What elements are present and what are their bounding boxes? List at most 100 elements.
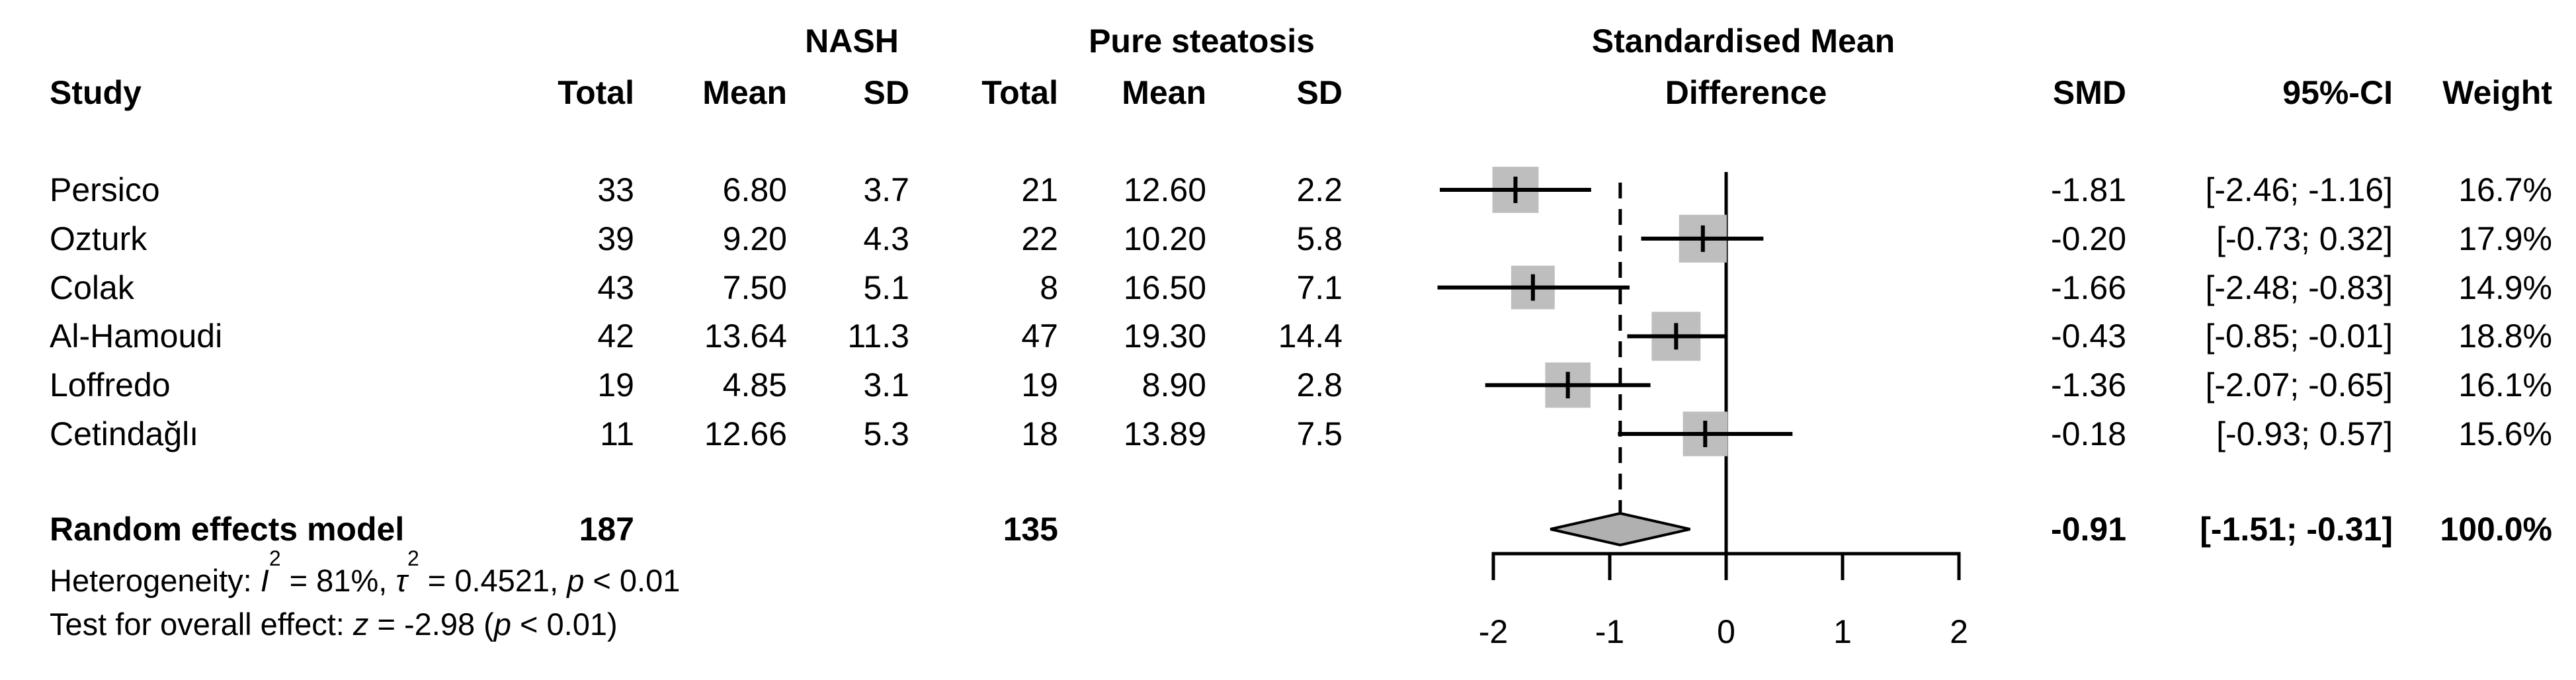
nash-total: 39	[597, 220, 634, 257]
ci-value: [-0.93; 0.57]	[2216, 415, 2393, 452]
heterogeneity-note: Heterogeneity: I2 = 81%, τ2 = 0.4521, p …	[50, 548, 681, 598]
smd-value: -0.20	[2051, 220, 2126, 257]
nash-mean: 7.50	[722, 269, 787, 306]
study-name: Loffredo	[50, 366, 171, 404]
nash-sd: 11.3	[847, 318, 909, 355]
test-seg2: < 0.01)	[511, 607, 618, 642]
nash-mean: 12.66	[704, 415, 787, 452]
x-axis-tick-label: -2	[1478, 613, 1509, 650]
x-axis-tick-label: 0	[1717, 613, 1735, 650]
smd-value: -0.18	[2051, 415, 2126, 452]
point-estimate-tick	[1700, 225, 1705, 252]
steatosis-total: 18	[1021, 415, 1058, 452]
steatosis-sd: 7.5	[1296, 415, 1343, 452]
ci-value: [-2.48; -0.83]	[2205, 269, 2393, 306]
column-header-study: Study	[50, 74, 142, 111]
column-header-steatosis-mean: Mean	[1122, 74, 1206, 111]
x-axis-tick-label: 2	[1950, 613, 1968, 650]
nash-sd: 3.7	[863, 171, 909, 208]
weight-value: 15.6%	[2458, 415, 2552, 452]
ci-value: [-0.73; 0.32]	[2216, 220, 2393, 257]
ci-value: [-0.85; -0.01]	[2205, 318, 2393, 355]
study-name: Ozturk	[50, 220, 147, 257]
steatosis-sd: 5.8	[1296, 220, 1343, 257]
weight-value: 16.7%	[2458, 171, 2552, 208]
column-header-nash-mean: Mean	[702, 74, 787, 111]
pooled-weight-value: 100.0%	[2440, 511, 2552, 548]
steatosis-mean: 10.20	[1123, 220, 1206, 257]
tau-squared-exponent: 2	[407, 546, 419, 571]
i-squared-exponent: 2	[269, 546, 281, 571]
weight-value: 14.9%	[2458, 269, 2552, 306]
test-seg1: = -2.98 (	[368, 607, 494, 642]
nash-mean: 9.20	[722, 220, 787, 257]
heterogeneity-seg2: = 0.4521,	[419, 563, 567, 598]
nash-sd: 5.3	[863, 415, 909, 452]
pooled-nash-total: 187	[579, 511, 634, 548]
column-header-weight: Weight	[2442, 74, 2552, 111]
group-header-pure-steatosis: Pure steatosis	[1089, 22, 1315, 60]
study-name: Cetindağlı	[50, 415, 199, 452]
column-header-ci: 95%-CI	[2282, 74, 2393, 111]
overall-effect-note: Test for overall effect: z = -2.98 (p < …	[50, 608, 618, 641]
point-estimate-tick	[1513, 177, 1518, 203]
plot-title-line1: Standardised Mean	[1591, 22, 1895, 60]
ci-value: [-2.07; -0.65]	[2205, 366, 2393, 404]
point-estimate-tick	[1703, 421, 1708, 447]
nash-sd: 3.1	[863, 366, 909, 404]
nash-total: 19	[597, 366, 634, 404]
nash-mean: 4.85	[722, 366, 787, 404]
smd-value: -0.43	[2051, 318, 2126, 355]
heterogeneity-prefix: Heterogeneity:	[50, 563, 261, 598]
steatosis-total: 22	[1021, 220, 1058, 257]
point-estimate-tick	[1674, 323, 1679, 350]
column-header-nash-total: Total	[558, 74, 634, 111]
steatosis-mean: 12.60	[1123, 171, 1206, 208]
steatosis-sd: 2.2	[1296, 171, 1343, 208]
pooled-diamond	[1550, 511, 1690, 547]
x-axis-tick-label: 1	[1833, 613, 1852, 650]
smd-value: -1.81	[2051, 171, 2126, 208]
group-header-nash: NASH	[805, 22, 899, 60]
nash-total: 11	[600, 415, 634, 452]
p-symbol: p	[567, 563, 585, 598]
plot-title-line2: Difference	[1665, 74, 1827, 111]
column-header-steatosis-sd: SD	[1296, 74, 1343, 111]
smd-value: -1.36	[2051, 366, 2126, 404]
pooled-smd-value: -0.91	[2051, 511, 2126, 548]
weight-value: 17.9%	[2458, 220, 2552, 257]
p-symbol: p	[493, 607, 511, 642]
x-axis-tick-label: -1	[1595, 613, 1625, 650]
heterogeneity-seg3: < 0.01	[584, 563, 681, 598]
nash-sd: 4.3	[863, 220, 909, 257]
steatosis-mean: 19.30	[1123, 318, 1206, 355]
nash-total: 33	[597, 171, 634, 208]
pooled-steatosis-total: 135	[1003, 511, 1058, 548]
nash-total: 43	[597, 269, 634, 306]
study-name: Al-Hamoudi	[50, 318, 223, 355]
i-squared-symbol: I	[260, 563, 269, 598]
point-estimate-tick	[1530, 274, 1535, 301]
study-name: Persico	[50, 171, 160, 208]
steatosis-mean: 8.90	[1142, 366, 1206, 404]
steatosis-total: 21	[1021, 171, 1058, 208]
weight-value: 18.8%	[2458, 318, 2552, 355]
steatosis-total: 8	[1040, 269, 1058, 306]
pooled-label: Random effects model	[50, 511, 405, 548]
smd-value: -1.66	[2051, 269, 2126, 306]
steatosis-mean: 16.50	[1123, 269, 1206, 306]
heterogeneity-seg1: = 81%,	[280, 563, 396, 598]
steatosis-total: 19	[1021, 366, 1058, 404]
weight-value: 16.1%	[2458, 366, 2552, 404]
study-name: Colak	[50, 269, 134, 306]
point-estimate-tick	[1565, 372, 1570, 399]
column-header-smd: SMD	[2052, 74, 2126, 111]
test-prefix: Test for overall effect:	[50, 607, 353, 642]
steatosis-sd: 14.4	[1278, 318, 1343, 355]
nash-total: 42	[597, 318, 634, 355]
nash-mean: 13.64	[704, 318, 787, 355]
steatosis-sd: 7.1	[1296, 269, 1343, 306]
z-symbol: z	[353, 607, 369, 642]
